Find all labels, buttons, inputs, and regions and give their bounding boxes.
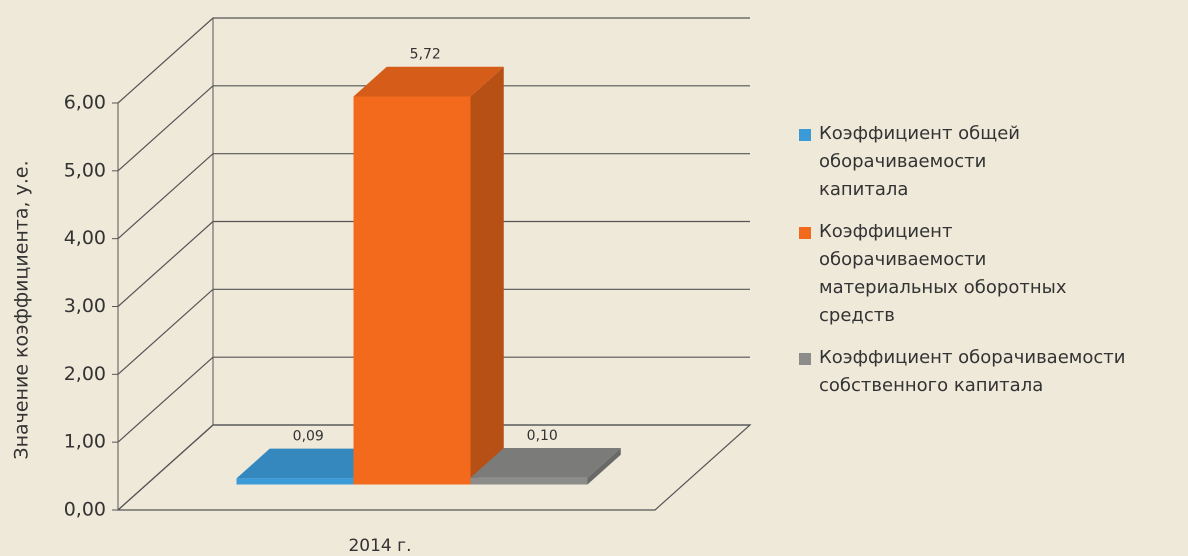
legend-swatch (799, 129, 811, 141)
x-tick-label: 2014 г. (348, 536, 411, 556)
y-tick-label: 4,00 (64, 227, 106, 249)
legend-label: Коэффициент оборачиваемости собственного… (819, 347, 1126, 396)
y-tick-label: 2,00 (64, 363, 106, 385)
bar (353, 96, 471, 485)
y-tick-label: 5,00 (64, 159, 106, 181)
legend-label: Коэффициент общей оборачиваемости капита… (819, 123, 1020, 200)
bar-side (470, 66, 504, 485)
value-label: 0,10 (527, 428, 558, 444)
value-label: 0,09 (293, 429, 324, 445)
y-tick-label: 0,00 (64, 499, 106, 521)
legend-swatch (799, 227, 811, 239)
legend-item: Коэффициент оборачиваемости собственного… (795, 344, 1188, 400)
y-tick-label: 1,00 (64, 431, 106, 453)
bar-top (470, 447, 621, 478)
bar-top (353, 66, 504, 97)
y-tick-label: 3,00 (64, 295, 106, 317)
value-label: 5,72 (410, 47, 441, 63)
bar-side (587, 447, 621, 485)
y-axis-title: Значение коэффициента, у.е. (11, 160, 33, 459)
legend-item: Коэффициент общей оборачиваемости капита… (795, 120, 1069, 204)
legend-item: Коэффициент оборачиваемости материальных… (795, 218, 1119, 330)
legend-label: Коэффициент оборачиваемости материальных… (819, 221, 1067, 326)
bar-top (236, 448, 387, 479)
legend: Коэффициент общей оборачиваемости капита… (795, 120, 1188, 414)
legend-swatch (799, 353, 811, 365)
bar (236, 478, 354, 485)
y-tick-label: 6,00 (64, 92, 106, 114)
bar (470, 477, 588, 485)
